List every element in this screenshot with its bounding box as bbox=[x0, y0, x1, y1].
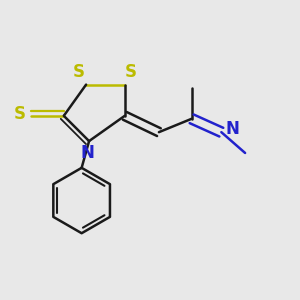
Text: S: S bbox=[73, 63, 85, 81]
Text: N: N bbox=[226, 120, 240, 138]
Text: S: S bbox=[125, 63, 137, 81]
Text: N: N bbox=[81, 144, 94, 162]
Text: S: S bbox=[14, 105, 26, 123]
